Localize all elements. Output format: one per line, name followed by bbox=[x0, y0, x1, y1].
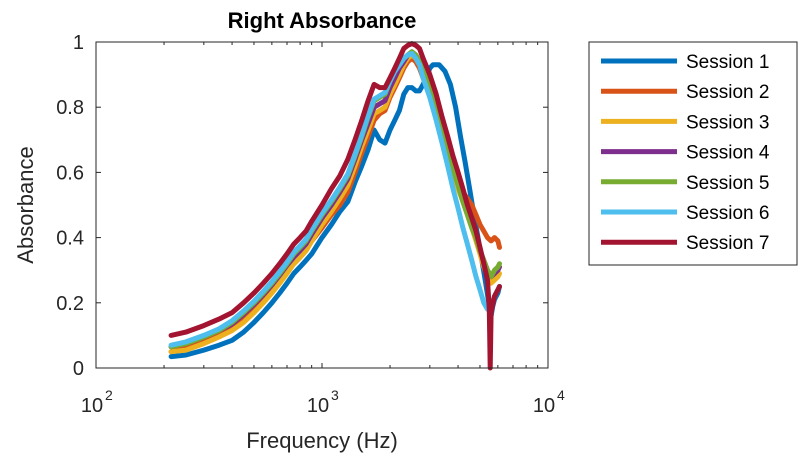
y-tick-label: 0.6 bbox=[56, 162, 84, 184]
x-tick-exponent: 4 bbox=[557, 387, 565, 403]
legend-label-session-4: Session 4 bbox=[686, 143, 770, 164]
x-tick-label: 10 bbox=[533, 395, 555, 417]
x-tick-label: 10 bbox=[81, 395, 103, 417]
x-tick-exponent: 2 bbox=[105, 387, 113, 403]
legend-items: Session 1 Session 2 Session 3 Session 4 Sess… bbox=[601, 52, 770, 254]
y-axis-ticks: 0 0.2 0.4 0.6 0.8 1 bbox=[56, 32, 548, 380]
y-tick-label: 0 bbox=[73, 358, 84, 380]
series-layer bbox=[168, 41, 502, 371]
y-tick-label: 1 bbox=[73, 32, 84, 54]
legend-label-session-1: Session 1 bbox=[686, 52, 769, 73]
legend: Session 1 Session 2 Session 3 Session 4 Sess… bbox=[588, 41, 798, 266]
legend-label-session-3: Session 3 bbox=[686, 112, 769, 133]
x-tick-exponent: 3 bbox=[331, 387, 339, 403]
x-axis-label: Frequency (Hz) bbox=[246, 428, 398, 453]
series-line-session-5 bbox=[168, 49, 502, 350]
y-tick-label: 0.8 bbox=[56, 97, 84, 119]
x-tick-label: 10 bbox=[307, 395, 329, 417]
x-axis-ticks: 10 2 10 3 10 4 bbox=[81, 42, 565, 417]
chart-title: Right Absorbance bbox=[228, 8, 417, 33]
y-tick-label: 0.2 bbox=[56, 293, 84, 315]
y-tick-label: 0.4 bbox=[56, 228, 84, 250]
legend-label-session-6: Session 6 bbox=[686, 203, 769, 224]
y-axis-label: Absorbance bbox=[13, 146, 38, 263]
legend-label-session-2: Session 2 bbox=[686, 82, 769, 103]
legend-label-session-7: Session 7 bbox=[686, 233, 769, 254]
legend-label-session-5: Session 5 bbox=[686, 173, 769, 194]
series-line-session-7 bbox=[168, 41, 502, 371]
